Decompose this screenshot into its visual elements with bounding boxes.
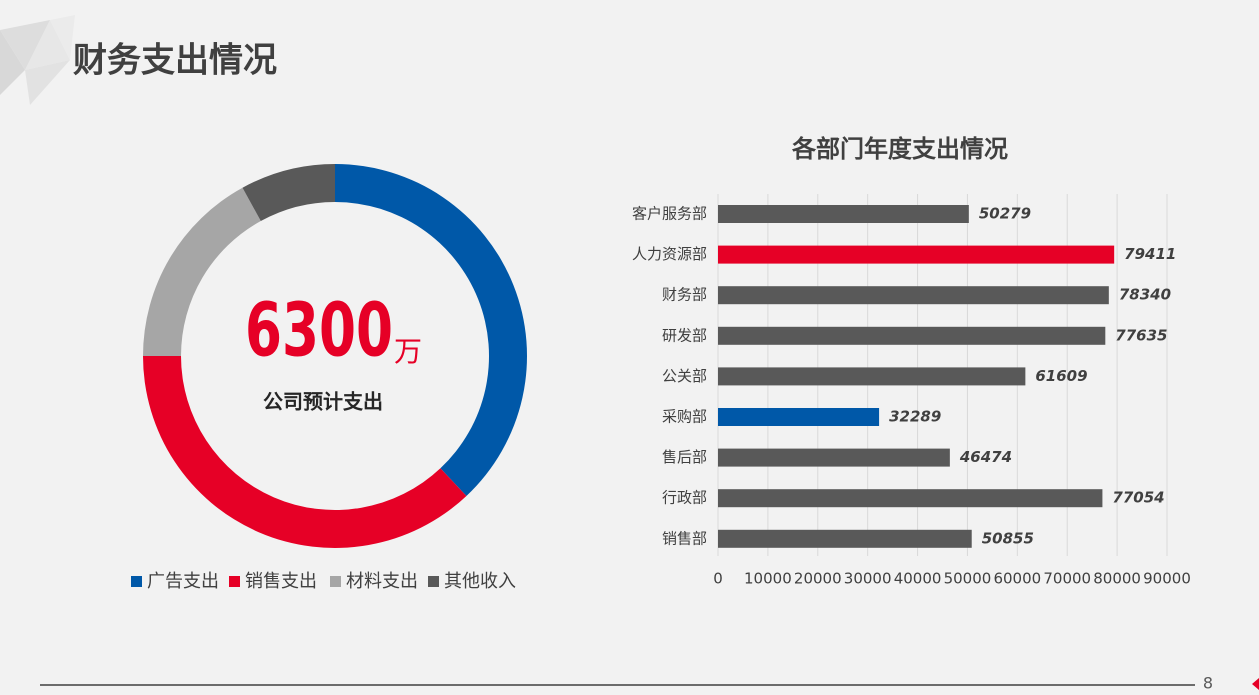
center-value: 6300 [245,288,393,374]
legend-swatch [330,576,341,587]
x-tick-label: 20000 [794,570,842,588]
y-tick-label: 销售部 [662,529,707,547]
legend-label: 广告支出 [147,571,219,592]
bar [718,245,1115,264]
decor-triangles [0,15,75,105]
y-tick-label: 售后部 [662,448,707,466]
y-tick-label: 公关部 [662,367,707,385]
data-label: 61609 [1035,367,1087,385]
x-tick-label: 0 [713,570,723,588]
bar [718,489,1103,508]
bar [718,326,1106,345]
y-tick-label: 客户服务部 [632,205,707,223]
x-tick-label: 70000 [1043,570,1091,588]
center-label: 公司预计支出 [263,390,383,414]
y-tick-label: 人力资源部 [632,245,707,263]
data-label: 79411 [1124,245,1176,263]
legend-swatch [131,576,142,587]
bar [718,367,1026,386]
x-tick-label: 10000 [744,570,792,588]
x-tick-label: 40000 [894,570,942,588]
chart-title: 各部门年度支出情况 [791,135,1008,163]
bar [718,205,969,223]
donut-segment [143,356,467,548]
slide-title: 财务支出情况 [73,41,277,81]
center-unit: 万 [394,335,422,368]
y-tick-label: 行政部 [662,489,707,507]
legend-label: 销售支出 [245,571,317,592]
x-tick-label: 80000 [1093,570,1141,588]
data-label: 32289 [889,408,941,426]
x-tick-label: 50000 [944,570,992,588]
bar [718,286,1109,305]
donut-segment [335,164,527,496]
donut-segment [242,164,335,222]
bar [718,448,950,467]
x-tick-label: 60000 [993,570,1041,588]
y-tick-label: 财务部 [662,286,707,304]
page-number: 8 [1203,674,1213,693]
y-tick-label: 研发部 [662,326,707,344]
bar [718,408,880,426]
bar [718,529,972,548]
x-tick-label: 30000 [844,570,892,588]
data-label: 77054 [1112,489,1164,507]
legend-swatch [229,576,240,587]
data-label: 50855 [982,529,1034,547]
data-label: 78340 [1119,286,1171,304]
decor-arrow [1252,678,1259,690]
y-tick-label: 采购部 [662,408,707,426]
legend-swatch [428,576,439,587]
legend-label: 材料支出 [346,571,418,592]
data-label: 46474 [959,448,1012,466]
donut-segment [143,187,261,356]
legend-label: 其他收入 [444,571,516,592]
data-label: 77635 [1115,326,1167,344]
data-label: 50279 [979,205,1031,223]
x-tick-label: 90000 [1143,570,1191,588]
